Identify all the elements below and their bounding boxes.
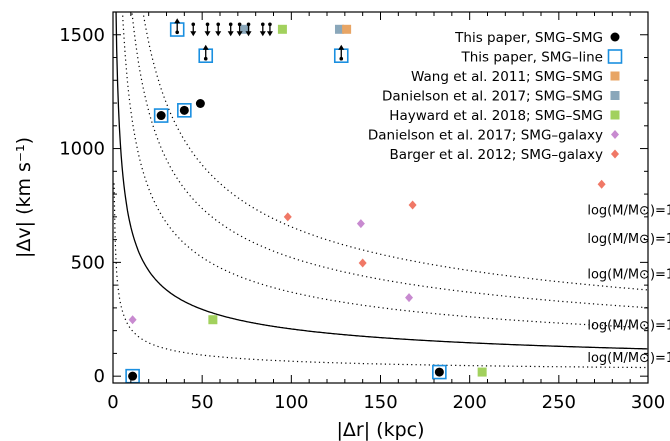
data-point	[356, 219, 365, 229]
upper-limit-arrow	[227, 22, 234, 37]
mass-curve	[121, 12, 648, 329]
legend-entry-label: Hayward et al. 2018; SMG–SMG	[389, 108, 603, 124]
y-axis-label: |Δv| (km s⁻¹)	[13, 137, 35, 258]
legend-entry-label: Barger et al. 2012; SMG–galaxy	[389, 147, 603, 163]
limit-head	[190, 31, 197, 37]
data-point	[195, 98, 205, 108]
data-point	[408, 200, 417, 210]
lower-limit-arrow	[338, 44, 345, 61]
limit-dot	[203, 56, 208, 61]
y-tick-label: 1500	[59, 25, 105, 46]
mass-curve-label: log(M/M⊙)=13.5	[587, 267, 670, 282]
limit-dot	[228, 22, 233, 27]
legend-entry-label: Wang et al. 2011; SMG–SMG	[411, 69, 603, 85]
upper-limit-arrow	[245, 22, 252, 37]
upper-limit-arrow	[259, 22, 266, 37]
y-tick-label: 1000	[59, 139, 105, 160]
y-tick-label: 0	[94, 366, 105, 387]
data-point	[432, 364, 447, 380]
limit-head	[259, 31, 266, 37]
data-point	[153, 108, 169, 123]
mass-curve-label: log(M/M⊙)=13.0	[587, 319, 670, 334]
legend-entry-label: Danielson et al. 2017; SMG–galaxy	[368, 128, 603, 144]
data-point	[177, 103, 192, 118]
legend-marker	[610, 110, 620, 120]
limit-dot	[237, 22, 242, 27]
limit-dot	[246, 22, 251, 27]
mass-curve	[131, 12, 648, 309]
limit-dot	[191, 22, 196, 27]
data-point	[128, 371, 138, 381]
legend: This paper, SMG–SMG This paper, SMG–line W…	[368, 30, 623, 163]
data-point	[179, 105, 189, 115]
data-point	[342, 24, 352, 34]
upper-limit-arrow	[236, 22, 243, 37]
limit-dot	[205, 22, 210, 27]
limit-head	[266, 31, 273, 37]
data-point	[597, 179, 606, 189]
x-tick-label: 50	[191, 392, 214, 413]
limit-head	[204, 31, 211, 37]
limit-dot	[339, 56, 344, 61]
legend-marker	[610, 71, 620, 81]
legend-marker	[611, 130, 619, 139]
data-point	[434, 367, 444, 377]
legend-marker	[611, 149, 619, 159]
mass-curve	[113, 183, 648, 369]
limit-head	[215, 31, 222, 37]
x-tick-label: 250	[542, 392, 576, 413]
limit-dot	[216, 22, 221, 27]
limit-head	[236, 31, 243, 37]
upper-limit-arrow	[215, 22, 222, 37]
data-point	[477, 367, 487, 377]
plot-frame	[112, 11, 649, 384]
legend-marker	[610, 91, 620, 100]
data-point	[277, 24, 287, 34]
x-axis-label: |Δr| (kpc)	[337, 419, 425, 441]
upper-limit-arrow	[204, 22, 211, 37]
lower-limit-arrow	[174, 18, 181, 35]
legend-entry-label: This paper, SMG–SMG	[454, 30, 603, 46]
data-point	[334, 24, 344, 34]
data-point	[405, 293, 414, 303]
x-tick-label: 100	[274, 392, 308, 413]
legend-entry-label: Danielson et al. 2017; SMG–SMG	[382, 89, 603, 105]
limit-dot	[268, 22, 272, 27]
x-tick-label: 300	[631, 392, 665, 413]
data-point	[240, 24, 250, 34]
limit-head	[338, 44, 345, 50]
data-point	[156, 111, 166, 121]
limit-dot	[261, 22, 265, 27]
mass-curve-label: log(M/M⊙)=12.0	[587, 351, 670, 366]
mass-curves: log(M/M⊙)=14.0 log(M/M⊙)=13.8 log(M/M⊙)=13…	[113, 12, 670, 369]
y-tick-label: 500	[71, 252, 105, 273]
mass-curve	[142, 12, 648, 291]
lower-limit-arrow	[202, 44, 209, 61]
limit-dot	[175, 30, 179, 35]
legend-entry-label: This paper, SMG–line	[460, 50, 603, 66]
x-tick-label: 200	[452, 392, 486, 413]
legend-marker	[610, 32, 620, 42]
upper-limit-arrow	[190, 22, 197, 37]
x-tick-label: 0	[107, 392, 118, 413]
data-points	[125, 18, 606, 384]
mass-curve-label: log(M/M⊙)=14.0	[587, 204, 670, 219]
mass-curve-label: log(M/M⊙)=13.8	[587, 232, 670, 247]
limit-head	[227, 31, 234, 37]
data-point	[283, 212, 292, 222]
data-point	[128, 315, 137, 325]
legend-marker	[607, 49, 623, 64]
limit-head	[245, 31, 252, 37]
limit-head	[174, 18, 181, 24]
data-point	[208, 315, 218, 325]
axis-ticks: 0 50 100 150 200 250 300 0 500 1000 1500	[59, 11, 665, 413]
data-point	[358, 258, 367, 268]
x-tick-label: 150	[363, 392, 397, 413]
limit-head	[202, 44, 209, 50]
upper-limit-arrow	[266, 22, 273, 37]
mass-curve	[115, 12, 648, 350]
